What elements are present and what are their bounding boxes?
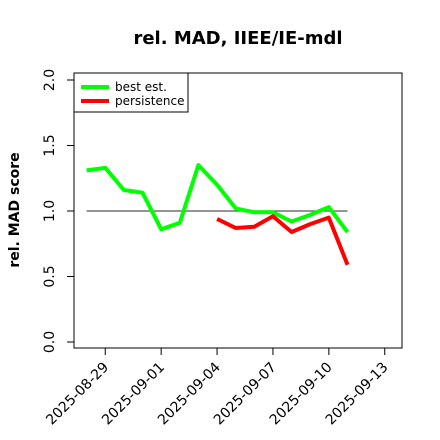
legend-label-best-est: best est.	[115, 80, 167, 94]
y-tick-label: 2.0	[42, 69, 58, 91]
legend-label-persistence: persistence	[115, 94, 184, 108]
series-line-persistence	[216, 214, 350, 266]
y-tick-label: 1.5	[42, 134, 58, 156]
y-tick-label: 0.5	[42, 265, 58, 287]
series-layer	[86, 163, 350, 266]
y-axis-label: rel. MAD score	[7, 152, 23, 267]
legend: best est. persistence	[73, 72, 189, 113]
series-line-best-est	[86, 163, 350, 234]
y-tick-label: 0.0	[42, 331, 58, 353]
x-axis: 2025-08-292025-09-012025-09-042025-09-07…	[43, 348, 392, 428]
y-axis: 0.0 0.5 1.0 1.5 2.0	[42, 69, 74, 353]
y-tick-label: 1.0	[42, 200, 58, 222]
chart-title: rel. MAD, IIEE/IE-mdl	[133, 28, 342, 49]
legend-box	[73, 72, 189, 113]
